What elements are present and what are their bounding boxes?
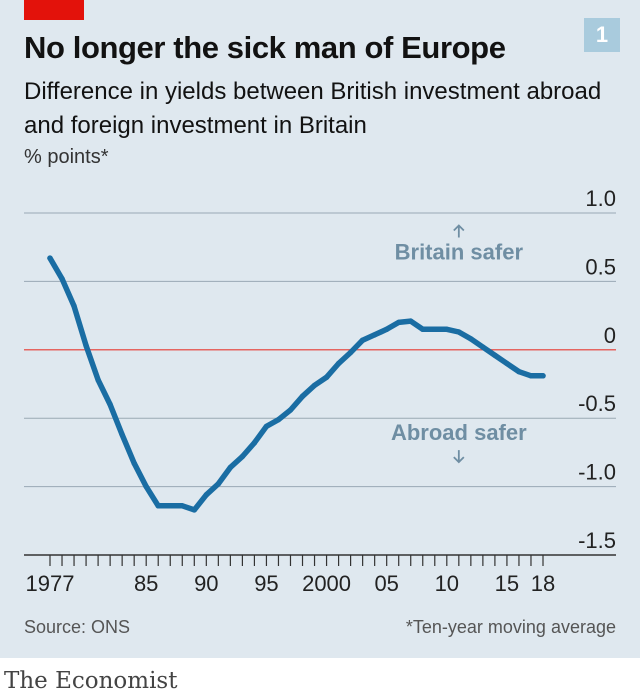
data-point: [239, 453, 246, 460]
x-tick-label: 85: [134, 571, 158, 596]
data-point: [119, 431, 125, 438]
x-tick-label: 18: [531, 571, 555, 596]
data-point: [420, 326, 426, 332]
x-tick-label: 15: [495, 571, 519, 596]
series-layer: [47, 255, 546, 513]
data-point: [83, 343, 89, 349]
data-point: [263, 423, 270, 430]
x-tick-label: 05: [374, 571, 398, 596]
data-point: [191, 507, 197, 513]
annotations: Britain safer Abroad safer: [391, 224, 527, 464]
data-point: [155, 503, 161, 509]
arrow-down-icon: [453, 450, 465, 464]
data-point: [275, 416, 282, 423]
chart-title: No longer the sick man of Europe: [24, 30, 506, 65]
arrow-up-icon: [453, 224, 465, 238]
data-point: [131, 460, 137, 466]
data-point: [347, 349, 354, 356]
data-point: [47, 255, 53, 261]
data-point: [504, 360, 510, 367]
chart-panel: [0, 0, 640, 658]
data-point: [179, 503, 185, 509]
data-point: [215, 481, 221, 487]
x-tick-label: 1977: [26, 571, 75, 596]
data-point: [480, 344, 486, 350]
data-point: [372, 332, 378, 338]
data-point: [359, 337, 366, 343]
data-point: [456, 329, 462, 335]
data-point: [167, 503, 173, 509]
y-axis-unit: % points*: [24, 146, 109, 168]
data-point: [335, 360, 342, 367]
x-tick-label: 10: [435, 571, 459, 596]
data-point: [540, 373, 546, 379]
data-point: [323, 374, 330, 380]
publisher-logo: The Economist: [4, 668, 178, 694]
data-point: [143, 483, 149, 490]
y-tick-label: -0.5: [578, 391, 616, 416]
source-note: Source: ONS: [24, 617, 131, 637]
data-point: [432, 326, 438, 332]
data-point: [408, 318, 414, 324]
data-point: [227, 464, 234, 471]
y-tick-labels: 1.0 0.5 0 -0.5 -1.0 -1.5: [578, 186, 616, 553]
series-line: [47, 255, 546, 513]
data-point: [107, 401, 113, 408]
data-point: [528, 373, 534, 379]
annotation-label: Abroad safer: [391, 420, 527, 445]
data-point: [468, 336, 474, 342]
data-point: [516, 369, 522, 375]
data-point: [396, 319, 402, 326]
y-tick-label: 0: [604, 323, 616, 348]
data-point: [251, 440, 258, 446]
x-tick-label: 2000: [302, 571, 351, 596]
data-point: [492, 352, 498, 358]
line-chart: 1.0 0.5 0 -0.5 -1.0 -1.5 1977 85 90 95 2000 05 10 15…: [24, 186, 616, 596]
data-point: [311, 382, 318, 389]
y-tick-label: 1.0: [585, 186, 616, 211]
y-tick-label: -1.5: [578, 528, 616, 553]
data-point: [59, 276, 65, 282]
x-tick-label: 90: [194, 571, 218, 596]
data-point: [444, 326, 450, 332]
y-tick-label: -1.0: [578, 460, 616, 485]
data-point: [287, 407, 294, 413]
y-tick-label: 0.5: [585, 254, 616, 279]
annotation-label: Britain safer: [395, 240, 524, 265]
footnote: *Ten-year moving average: [405, 617, 616, 637]
data-point: [299, 393, 306, 399]
data-point: [95, 377, 101, 383]
brand-red-tag: [24, 0, 84, 20]
chart-subtitle: Difference in yields between British inv…: [24, 78, 602, 139]
chart-number-badge: 1: [584, 18, 620, 52]
x-axis: 1977 85 90 95 2000 05 10 15 18: [26, 555, 555, 596]
data-point: [71, 303, 77, 309]
data-point: [203, 492, 209, 498]
x-tick-label: 95: [254, 571, 278, 596]
data-point: [384, 326, 390, 332]
